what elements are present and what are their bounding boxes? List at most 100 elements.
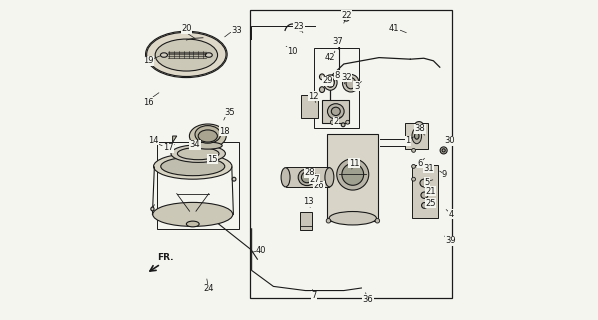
Ellipse shape — [151, 207, 154, 211]
Text: 27: 27 — [309, 175, 320, 184]
Text: 22: 22 — [341, 11, 352, 20]
Ellipse shape — [325, 168, 334, 187]
Bar — [327, 134, 379, 221]
Text: 3: 3 — [354, 82, 359, 91]
Text: 20: 20 — [181, 24, 191, 33]
Text: 7: 7 — [312, 292, 317, 300]
Ellipse shape — [178, 148, 219, 160]
Text: 34: 34 — [190, 140, 200, 149]
Ellipse shape — [155, 39, 218, 71]
Polygon shape — [173, 136, 177, 142]
Ellipse shape — [412, 128, 422, 144]
Text: 38: 38 — [414, 124, 425, 133]
Bar — [301, 95, 318, 118]
Ellipse shape — [205, 53, 212, 57]
Text: 11: 11 — [349, 159, 359, 168]
Text: 37: 37 — [332, 37, 343, 46]
Text: 42: 42 — [325, 53, 335, 62]
Text: 40: 40 — [256, 246, 267, 255]
Text: 6: 6 — [417, 159, 423, 168]
Text: 2: 2 — [333, 117, 338, 126]
Bar — [405, 123, 428, 149]
Ellipse shape — [324, 75, 337, 90]
Text: 13: 13 — [303, 197, 313, 206]
Circle shape — [411, 148, 416, 152]
Text: 36: 36 — [362, 295, 373, 304]
Text: 1: 1 — [405, 136, 410, 145]
Ellipse shape — [281, 168, 290, 187]
Text: 23: 23 — [294, 22, 304, 31]
Text: 39: 39 — [446, 236, 456, 245]
Text: 17: 17 — [163, 143, 174, 152]
Text: 32: 32 — [341, 73, 352, 82]
Text: 28: 28 — [304, 168, 315, 177]
Text: 25: 25 — [425, 199, 435, 208]
Ellipse shape — [442, 149, 446, 152]
Circle shape — [375, 219, 380, 223]
Ellipse shape — [145, 31, 227, 78]
Ellipse shape — [420, 179, 429, 187]
Text: 41: 41 — [389, 24, 399, 33]
Ellipse shape — [193, 142, 222, 149]
Text: 9: 9 — [442, 170, 447, 179]
Ellipse shape — [346, 78, 356, 89]
Text: 31: 31 — [423, 164, 434, 172]
Ellipse shape — [154, 154, 232, 179]
Circle shape — [326, 219, 331, 223]
Text: 4: 4 — [448, 210, 454, 219]
Bar — [322, 100, 349, 123]
Bar — [315, 48, 359, 128]
Ellipse shape — [171, 145, 225, 163]
Ellipse shape — [232, 177, 236, 181]
Ellipse shape — [160, 53, 167, 57]
Text: 26: 26 — [313, 181, 324, 190]
Ellipse shape — [319, 87, 325, 92]
Circle shape — [411, 177, 416, 181]
Ellipse shape — [331, 107, 340, 116]
Text: 15: 15 — [208, 155, 218, 164]
Ellipse shape — [187, 221, 199, 227]
Ellipse shape — [414, 133, 419, 139]
Ellipse shape — [422, 203, 428, 208]
Text: 30: 30 — [445, 136, 455, 145]
Circle shape — [330, 120, 335, 124]
Ellipse shape — [421, 192, 428, 198]
Ellipse shape — [328, 104, 344, 119]
Bar — [411, 165, 438, 218]
Text: 35: 35 — [224, 108, 234, 116]
Text: 18: 18 — [219, 127, 230, 136]
Ellipse shape — [195, 126, 221, 143]
Ellipse shape — [415, 122, 423, 128]
Ellipse shape — [301, 172, 313, 183]
Ellipse shape — [319, 74, 325, 80]
Ellipse shape — [329, 212, 376, 225]
Ellipse shape — [198, 130, 218, 142]
Bar — [157, 142, 239, 229]
Text: 10: 10 — [286, 47, 297, 56]
Ellipse shape — [298, 169, 316, 186]
Text: 29: 29 — [322, 76, 333, 85]
Ellipse shape — [152, 203, 233, 227]
Circle shape — [411, 164, 416, 168]
Text: 8: 8 — [335, 71, 340, 80]
Ellipse shape — [327, 78, 334, 87]
Text: 33: 33 — [231, 26, 242, 35]
Circle shape — [346, 120, 350, 124]
Text: 24: 24 — [203, 284, 214, 293]
Ellipse shape — [342, 164, 364, 185]
Text: 16: 16 — [143, 98, 153, 107]
Text: 19: 19 — [144, 56, 154, 65]
Ellipse shape — [190, 124, 226, 148]
Bar — [286, 167, 329, 187]
Text: 14: 14 — [148, 136, 158, 145]
Ellipse shape — [161, 157, 225, 176]
Ellipse shape — [440, 147, 447, 154]
Text: 5: 5 — [425, 178, 429, 187]
Bar — [300, 212, 312, 230]
Text: FR.: FR. — [157, 253, 174, 262]
Ellipse shape — [341, 123, 345, 127]
Ellipse shape — [337, 159, 369, 190]
Ellipse shape — [343, 75, 359, 92]
Text: 12: 12 — [308, 92, 319, 100]
Text: 21: 21 — [425, 187, 435, 196]
